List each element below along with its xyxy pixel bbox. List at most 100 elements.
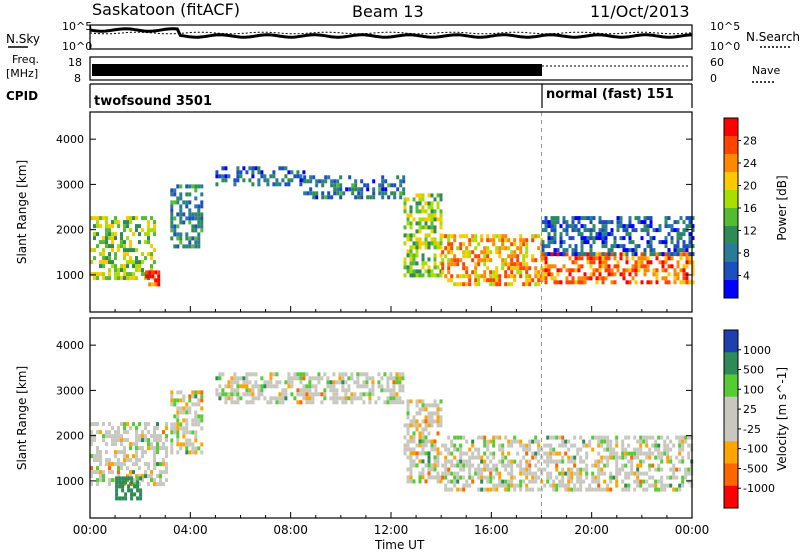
echo-cell: [648, 451, 652, 456]
echo-cell: [111, 426, 114, 431]
echo-cell: [477, 475, 481, 480]
echo-cell: [456, 246, 460, 251]
echo-cell: [585, 463, 589, 468]
echo-cell: [525, 282, 529, 287]
echo-cell: [436, 205, 440, 210]
echo-cell: [627, 443, 631, 448]
echo-cell: [96, 232, 99, 237]
echo-cell: [200, 406, 204, 411]
echo-cell: [176, 184, 180, 189]
echo-cell: [436, 459, 440, 464]
echo-cell: [129, 244, 132, 249]
echo-cell: [120, 434, 123, 439]
echo-cell: [296, 400, 300, 405]
echo-cell: [412, 459, 416, 464]
echo-cell: [157, 282, 161, 287]
echo-cell: [170, 390, 174, 395]
echo-cell: [580, 280, 584, 285]
echo-cell: [386, 380, 390, 385]
colorbar-swatch: [724, 136, 738, 155]
echo-cell: [415, 237, 419, 242]
echo-cell: [672, 487, 676, 492]
echo-cell: [610, 220, 614, 225]
echo-cell: [480, 455, 484, 460]
echo-cell: [245, 376, 249, 381]
echo-cell: [191, 442, 195, 447]
echo-cell: [667, 256, 671, 261]
echo-cell: [194, 410, 198, 415]
echo-cell: [245, 170, 249, 175]
echo-cell: [652, 268, 656, 273]
echo-cell: [622, 236, 626, 241]
echo-cell: [468, 250, 472, 255]
echo-cell: [483, 451, 487, 456]
echo-cell: [630, 455, 634, 460]
echo-cell: [421, 471, 425, 476]
echo-cell: [604, 252, 608, 257]
echo-cell: [642, 459, 646, 464]
echo-cell: [474, 270, 478, 275]
echo-cell: [338, 380, 342, 385]
echo-cell: [639, 463, 643, 468]
echo-cell: [637, 216, 641, 221]
echo-cell: [165, 450, 168, 455]
echo-cell: [610, 268, 614, 273]
echo-cell: [132, 260, 135, 265]
echo-cell: [392, 396, 396, 401]
echo-cell: [132, 422, 135, 427]
echo-cell: [495, 487, 499, 492]
echo-cell: [96, 220, 99, 225]
echo-cell: [486, 254, 490, 259]
echo-cell: [421, 467, 425, 472]
echo-cell: [136, 480, 140, 485]
echo-cell: [144, 216, 147, 221]
echo-cell: [604, 236, 608, 241]
echo-cell: [649, 236, 653, 241]
echo-cell: [483, 487, 487, 492]
echo-cell: [153, 434, 156, 439]
echo-cell: [679, 252, 683, 257]
echo-cell: [436, 201, 440, 206]
echo-cell: [381, 175, 385, 180]
echo-cell: [610, 280, 614, 285]
echo-cell: [663, 487, 667, 492]
echo-cell: [362, 400, 366, 405]
echo-cell: [589, 256, 593, 261]
echo-cell: [153, 466, 156, 471]
echo-cell: [601, 252, 605, 257]
echo-cell: [571, 248, 575, 253]
echo-cell: [126, 422, 129, 427]
echo-cell: [387, 195, 391, 200]
echo-region-6: [441, 234, 544, 287]
echo-cell: [299, 376, 303, 381]
echo-cell: [141, 252, 144, 257]
echo-cell: [649, 216, 653, 221]
echo-cell: [424, 225, 428, 230]
echo-cell: [377, 384, 381, 389]
echo-cell: [531, 439, 535, 444]
echo-cell: [427, 467, 431, 472]
echo-cell: [637, 260, 641, 265]
echo-cell: [257, 182, 261, 187]
echo-cell: [365, 392, 369, 397]
echo-cell: [627, 475, 631, 480]
echo-cell: [474, 246, 478, 251]
echo-cell: [136, 496, 140, 501]
echo-cell: [430, 423, 434, 428]
echo-cell: [439, 407, 443, 412]
echo-cell: [589, 276, 593, 281]
echo-cell: [215, 182, 219, 187]
echo-cell: [441, 443, 445, 448]
echo-cell: [459, 447, 463, 452]
echo-cell: [114, 216, 117, 221]
echo-cell: [666, 451, 670, 456]
echo-cell: [430, 415, 434, 420]
echo-cell: [609, 443, 613, 448]
echo-cell: [550, 240, 554, 245]
echo-cell: [173, 216, 177, 221]
echo-cell: [486, 455, 490, 460]
echo-cell: [585, 467, 589, 472]
echo-cell: [102, 216, 105, 221]
echo-cell: [555, 435, 559, 440]
